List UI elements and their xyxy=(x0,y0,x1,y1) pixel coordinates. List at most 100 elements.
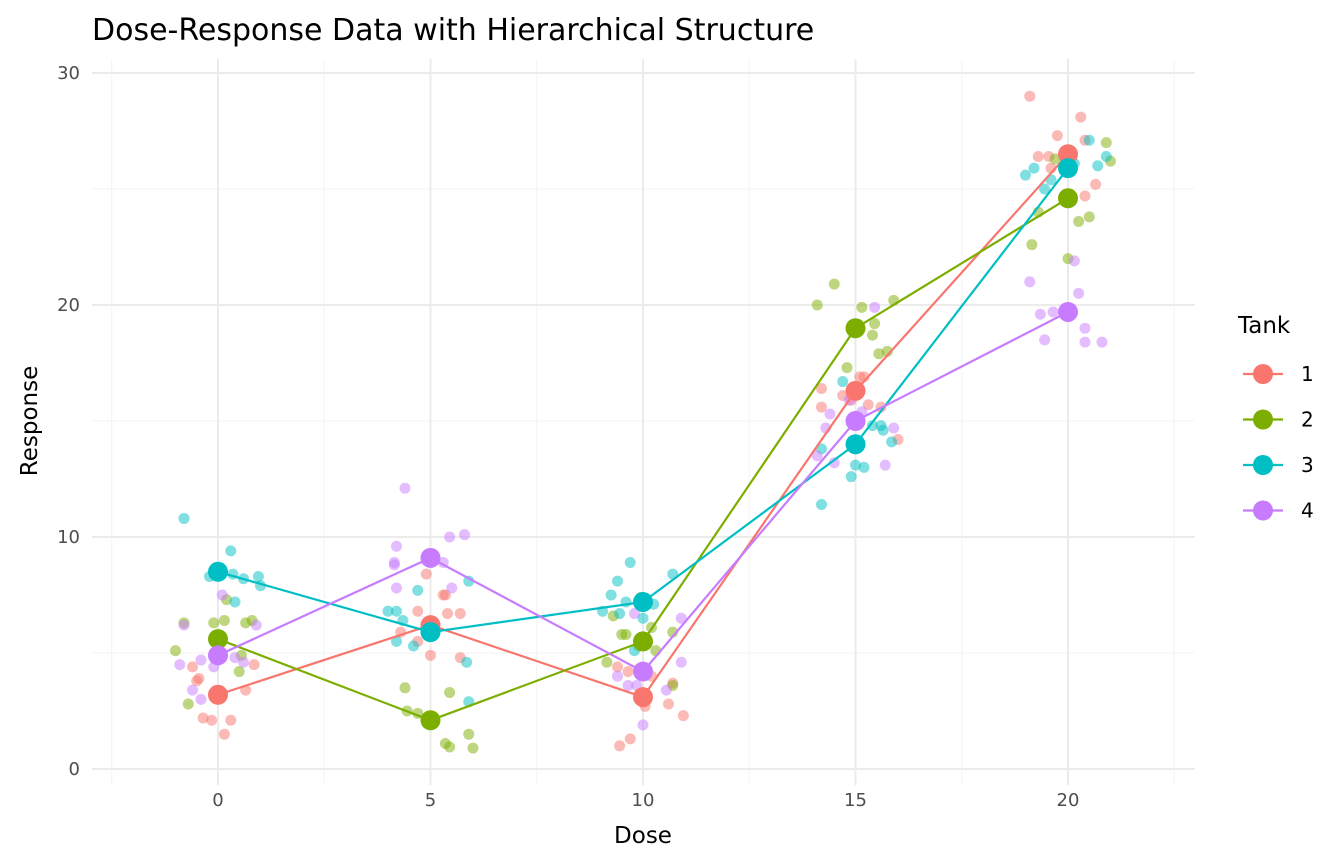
data-point-tank-4 xyxy=(828,457,840,469)
x-tick-label: 10 xyxy=(632,790,655,811)
data-point-tank-1 xyxy=(425,649,436,661)
data-point-tank-4 xyxy=(391,582,402,594)
mean-point-tank-2 xyxy=(208,629,228,650)
data-point-tank-4 xyxy=(195,693,207,705)
data-point-tank-1 xyxy=(677,710,689,722)
data-point-tank-4 xyxy=(811,450,823,462)
data-point-tank-4 xyxy=(446,582,458,594)
legend-key-point xyxy=(1253,455,1273,475)
data-point-tank-4 xyxy=(250,619,262,631)
data-point-tank-3 xyxy=(229,596,241,608)
y-tick-label: 20 xyxy=(57,295,80,316)
mean-point-tank-4 xyxy=(1058,301,1078,322)
data-point-tank-2 xyxy=(881,345,893,357)
data-point-tank-1 xyxy=(1079,190,1091,202)
data-point-tank-4 xyxy=(1024,276,1036,288)
data-point-tank-3 xyxy=(1092,160,1104,172)
mean-point-tank-2 xyxy=(420,710,441,731)
mean-point-tank-2 xyxy=(845,318,866,339)
data-point-tank-3 xyxy=(1083,134,1095,146)
data-point-tank-1 xyxy=(191,675,203,687)
x-tick-label: 15 xyxy=(844,790,867,811)
data-point-tank-4 xyxy=(1047,306,1059,318)
data-point-tank-3 xyxy=(624,557,636,569)
data-point-tank-2 xyxy=(218,615,230,627)
data-point-tank-4 xyxy=(675,656,687,668)
data-point-tank-4 xyxy=(675,612,687,624)
data-point-tank-4 xyxy=(1068,255,1080,267)
data-point-tank-3 xyxy=(605,589,617,601)
data-point-tank-3 xyxy=(877,424,889,436)
mean-point-tank-1 xyxy=(845,380,866,401)
data-point-tank-3 xyxy=(252,570,264,582)
legend-label: 3 xyxy=(1301,453,1314,477)
y-tick-label: 30 xyxy=(57,63,80,84)
data-point-tank-4 xyxy=(637,719,649,731)
data-point-tank-3 xyxy=(225,545,237,557)
data-point-tank-1 xyxy=(612,661,623,673)
mean-point-tank-3 xyxy=(420,622,441,643)
data-point-tank-3 xyxy=(461,656,473,668)
data-point-tank-3 xyxy=(463,575,475,587)
mean-point-tank-2 xyxy=(1058,188,1078,209)
data-point-tank-4 xyxy=(459,529,470,541)
y-axis-label: Response xyxy=(17,366,43,476)
data-point-tank-3 xyxy=(837,376,849,388)
data-point-tank-4 xyxy=(195,654,207,666)
legend-key-point xyxy=(1253,500,1273,521)
data-point-tank-1 xyxy=(622,666,634,678)
data-point-tank-3 xyxy=(178,512,190,524)
data-point-tank-2 xyxy=(467,742,479,754)
data-point-tank-1 xyxy=(862,399,874,411)
data-point-tank-1 xyxy=(663,698,674,710)
data-point-tank-1 xyxy=(816,401,827,413)
data-point-tank-4 xyxy=(444,531,456,543)
data-point-tank-1 xyxy=(439,589,451,601)
data-point-tank-2 xyxy=(841,362,853,374)
data-point-tank-2 xyxy=(620,628,632,640)
data-point-tank-1 xyxy=(624,733,636,745)
data-point-tank-3 xyxy=(408,640,419,652)
data-point-tank-1 xyxy=(1051,130,1063,142)
data-point-tank-1 xyxy=(1032,151,1044,163)
data-point-tank-2 xyxy=(233,666,245,678)
data-point-tank-4 xyxy=(629,608,640,620)
data-point-tank-2 xyxy=(170,645,181,657)
x-axis-label: Dose xyxy=(614,823,672,849)
data-point-tank-4 xyxy=(238,656,249,668)
data-point-tank-4 xyxy=(612,670,623,682)
data-point-tank-1 xyxy=(442,608,453,620)
data-point-tank-4 xyxy=(187,684,198,696)
data-point-tank-4 xyxy=(879,459,891,471)
data-point-tank-3 xyxy=(412,584,424,596)
data-point-tank-4 xyxy=(660,684,672,696)
data-point-tank-4 xyxy=(622,679,634,691)
tick-labels: 0 5 10 15 20 0 10 20 30 xyxy=(57,63,1079,811)
legend-label: 2 xyxy=(1301,408,1314,432)
data-point-tank-3 xyxy=(886,436,898,448)
data-point-tank-1 xyxy=(412,605,424,617)
data-point-tank-2 xyxy=(1049,153,1061,165)
data-point-tank-2 xyxy=(828,278,840,290)
data-point-tank-3 xyxy=(612,575,623,587)
data-point-tank-2 xyxy=(1100,137,1112,149)
data-point-tank-3 xyxy=(816,499,827,511)
data-point-tank-4 xyxy=(1073,287,1085,299)
data-point-tank-4 xyxy=(216,589,228,601)
mean-point-tank-1 xyxy=(208,684,228,705)
data-point-tank-1 xyxy=(206,714,218,726)
data-point-tank-1 xyxy=(187,661,198,673)
data-point-tank-4 xyxy=(178,619,190,631)
data-point-tank-4 xyxy=(1039,334,1051,346)
data-point-tank-2 xyxy=(869,318,881,330)
mean-point-tank-1 xyxy=(1058,144,1078,165)
data-point-tank-4 xyxy=(391,540,402,552)
legend-label: 4 xyxy=(1301,499,1314,523)
legend-key-point xyxy=(1253,409,1273,430)
data-point-tank-2 xyxy=(601,656,613,668)
x-tick-label: 20 xyxy=(1057,790,1080,811)
mean-point-tank-1 xyxy=(633,687,653,708)
data-point-tank-2 xyxy=(208,617,220,629)
data-point-tank-4 xyxy=(1034,308,1046,320)
y-tick-label: 0 xyxy=(69,759,80,780)
